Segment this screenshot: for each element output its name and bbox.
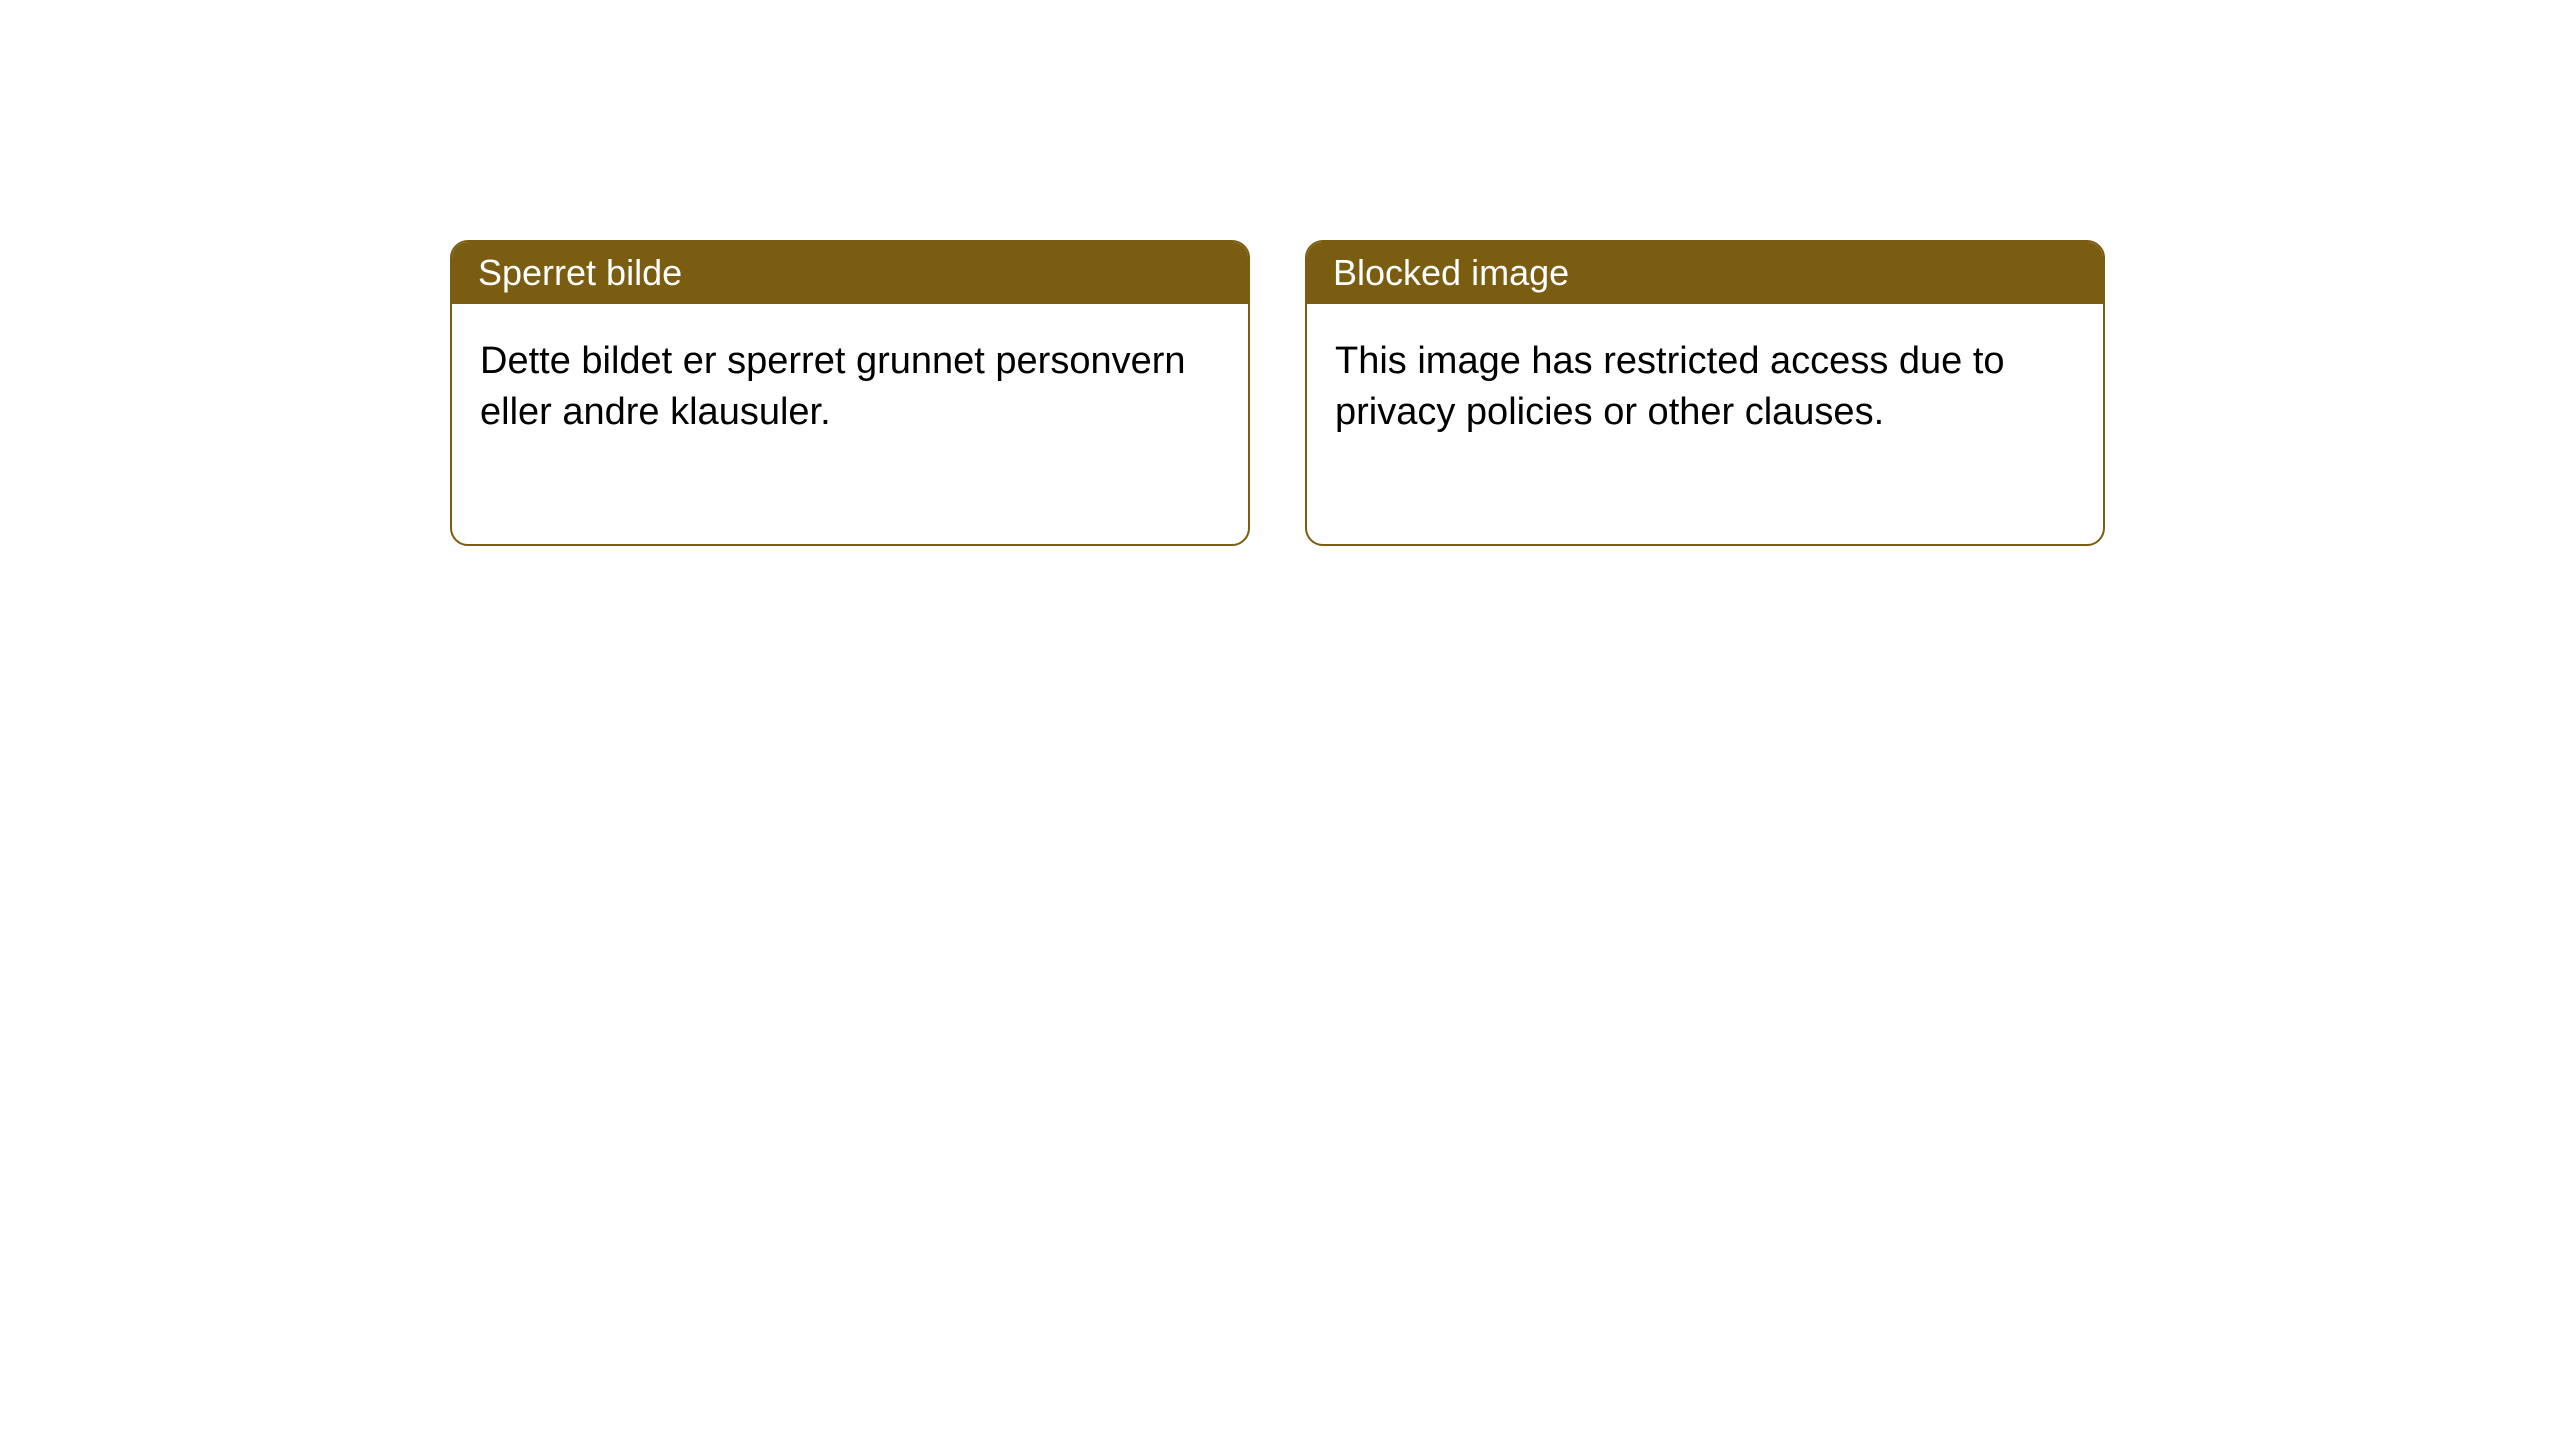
notice-card-norwegian: Sperret bilde Dette bildet er sperret gr… <box>450 240 1250 546</box>
notice-card-title: Blocked image <box>1307 242 2103 304</box>
notice-card-title: Sperret bilde <box>452 242 1248 304</box>
notice-card-body: Dette bildet er sperret grunnet personve… <box>452 304 1248 544</box>
notice-card-body: This image has restricted access due to … <box>1307 304 2103 544</box>
notice-container: Sperret bilde Dette bildet er sperret gr… <box>0 0 2560 546</box>
notice-card-english: Blocked image This image has restricted … <box>1305 240 2105 546</box>
